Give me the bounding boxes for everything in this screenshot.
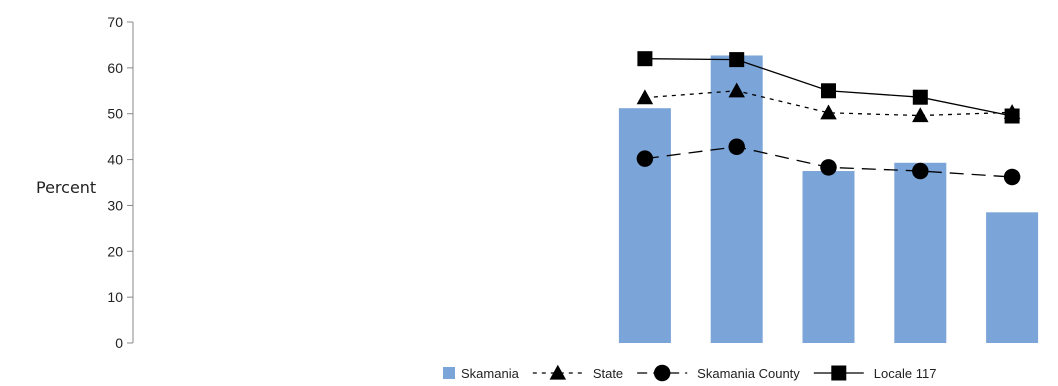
series-lines (636, 51, 1021, 186)
bar (802, 171, 855, 343)
legend-marker (549, 364, 567, 380)
data-point (912, 89, 928, 105)
legend: Skamania State Skamania County Locale 117 (443, 364, 937, 382)
legend-label: Locale 117 (874, 366, 937, 381)
data-point (636, 89, 654, 105)
legend-marker (831, 365, 847, 381)
y-tick-label: 60 (107, 60, 123, 76)
bars (618, 55, 1039, 344)
data-point (912, 107, 929, 123)
data-point (820, 104, 837, 120)
y-tick-label: 10 (107, 289, 123, 305)
legend-swatch (443, 367, 455, 379)
bar (986, 212, 1039, 343)
y-tick-label: 20 (107, 243, 123, 259)
bar (710, 55, 763, 344)
data-point (728, 82, 745, 98)
data-point (637, 51, 653, 67)
legend-label: Skamania (461, 366, 520, 381)
series-skamania-county (636, 138, 1021, 186)
data-point (728, 138, 745, 155)
series-line (644, 90, 1013, 117)
y-tick-label: 50 (107, 106, 123, 122)
data-point (912, 162, 929, 180)
data-point (729, 52, 745, 68)
data-point (636, 150, 654, 167)
legend-label: State (593, 366, 623, 381)
y-tick-label: 0 (115, 335, 123, 351)
y-tick-label: 30 (107, 197, 123, 213)
data-point (821, 83, 836, 99)
legend-marker (653, 364, 671, 382)
y-axis: 0 10 20 30 40 50 60 70 (107, 14, 134, 351)
y-tick-label: 40 (107, 152, 123, 168)
bar (618, 108, 671, 343)
data-point (820, 159, 837, 176)
data-point (1004, 108, 1020, 124)
series-locale-117 (637, 51, 1020, 124)
data-point (1003, 168, 1021, 186)
y-axis-title: Percent (36, 178, 96, 197)
y-tick-label: 70 (107, 14, 123, 30)
bar (894, 162, 947, 343)
legend-label: Skamania County (697, 366, 800, 381)
